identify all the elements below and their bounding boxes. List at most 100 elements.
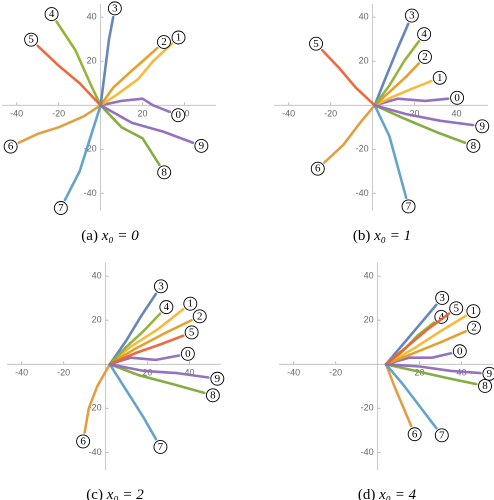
path-label-circle	[180, 346, 195, 361]
walk-path	[108, 307, 185, 366]
x-tick-label: -40	[15, 368, 28, 378]
path-label: 7	[158, 441, 164, 453]
walk-path	[108, 312, 162, 366]
x-tick-label: -40	[287, 368, 300, 378]
walk-path	[373, 103, 467, 145]
path-label: 4	[164, 301, 170, 313]
y-tick-label: 20	[359, 56, 369, 66]
path-label: 1	[437, 72, 443, 84]
path-label: 9	[199, 140, 205, 152]
path-label-circle	[407, 427, 422, 442]
y-tick-label: -40	[89, 447, 102, 457]
x-tick-label: -20	[52, 109, 65, 119]
path-label-circle	[107, 1, 122, 16]
walk-path	[55, 20, 102, 107]
y-tick-label: 20	[92, 315, 102, 325]
x-tick-label: -40	[10, 109, 23, 119]
path-label-circle	[192, 309, 207, 324]
walk-path	[384, 314, 468, 366]
y-tick-label: -20	[89, 403, 102, 413]
x-tick-label: -20	[324, 109, 337, 119]
path-label: 1	[188, 298, 194, 310]
y-tick-label: -20	[361, 403, 374, 413]
path-label: 2	[471, 322, 477, 334]
path-label: 8	[482, 380, 488, 392]
walk-path	[108, 362, 158, 441]
path-label-circle	[482, 366, 494, 381]
path-label-circle	[157, 165, 172, 180]
path-label-circle	[184, 325, 199, 340]
x-tick-label: 40	[452, 109, 462, 119]
path-label-circle	[478, 379, 492, 393]
walk-path	[384, 362, 438, 430]
path-label: 6	[412, 428, 418, 440]
caption-formula: x₀ = 2	[106, 487, 144, 500]
path-label: 7	[439, 429, 445, 441]
path-label: 4	[439, 311, 445, 323]
path-label-circle	[156, 35, 171, 49]
walk-path	[99, 97, 172, 114]
path-label: 9	[215, 373, 221, 385]
caption: (b) x₀ = 1	[353, 228, 411, 244]
path-label: 7	[58, 202, 64, 214]
y-tick-label: 40	[359, 12, 369, 22]
walk-path	[83, 362, 112, 434]
walk-path	[99, 42, 174, 107]
caption-formula: x₀ = 4	[378, 487, 416, 500]
path-label-circle	[194, 138, 209, 153]
path-label: 0	[185, 348, 191, 360]
x-tick-label: 40	[185, 368, 195, 378]
path-label-circle	[205, 388, 220, 403]
caption-label: (c)	[86, 487, 103, 500]
y-tick-label: 40	[92, 271, 102, 281]
path-label: 3	[409, 10, 415, 22]
walk-path	[108, 362, 206, 395]
walk-path	[108, 318, 193, 366]
path-label: 6	[80, 435, 86, 447]
walk-path	[99, 103, 161, 167]
path-label-circle	[434, 428, 449, 443]
path-label: 1	[471, 305, 477, 317]
path-label-circle	[159, 300, 174, 315]
walk-path	[373, 79, 433, 107]
walk-path	[384, 362, 482, 375]
y-tick-label: -40	[361, 447, 374, 457]
path-label-circle	[475, 119, 490, 134]
walk-path	[373, 103, 475, 127]
x-tick-label: -20	[329, 368, 342, 378]
path-label-circle	[401, 199, 416, 214]
path-label: 5	[313, 38, 319, 50]
path-label: 6	[315, 163, 321, 175]
path-label: 3	[158, 280, 164, 292]
path-label-circle	[24, 32, 39, 47]
caption: (c) x₀ = 2	[86, 487, 144, 500]
caption: (a) x₀ = 0	[81, 228, 139, 244]
walk-path	[384, 303, 438, 366]
walk-path	[108, 334, 185, 366]
y-tick-label: 20	[364, 315, 374, 325]
path-label: 2	[161, 36, 167, 48]
path-label-circle	[53, 201, 68, 215]
path-label-circle	[210, 371, 225, 386]
walk-path	[384, 329, 468, 366]
path-label-circle	[418, 49, 432, 64]
path-label: 5	[28, 34, 34, 46]
walk-path	[63, 103, 102, 202]
path-label: 9	[487, 368, 493, 380]
path-label: 4	[421, 28, 427, 40]
path-label: 0	[454, 92, 460, 104]
path-label-circle	[44, 7, 59, 22]
y-tick-label: -20	[356, 144, 369, 154]
walk-path	[99, 103, 195, 145]
walk-path	[36, 44, 102, 107]
walk-path	[108, 362, 210, 379]
walk-path	[373, 22, 410, 107]
path-label-circle	[435, 291, 450, 305]
path-label: 1	[176, 32, 182, 44]
x-tick-label: 20	[138, 109, 148, 119]
y-tick-label: 40	[364, 271, 374, 281]
caption-label: (d)	[358, 487, 376, 500]
x-tick-label: -20	[57, 368, 70, 378]
